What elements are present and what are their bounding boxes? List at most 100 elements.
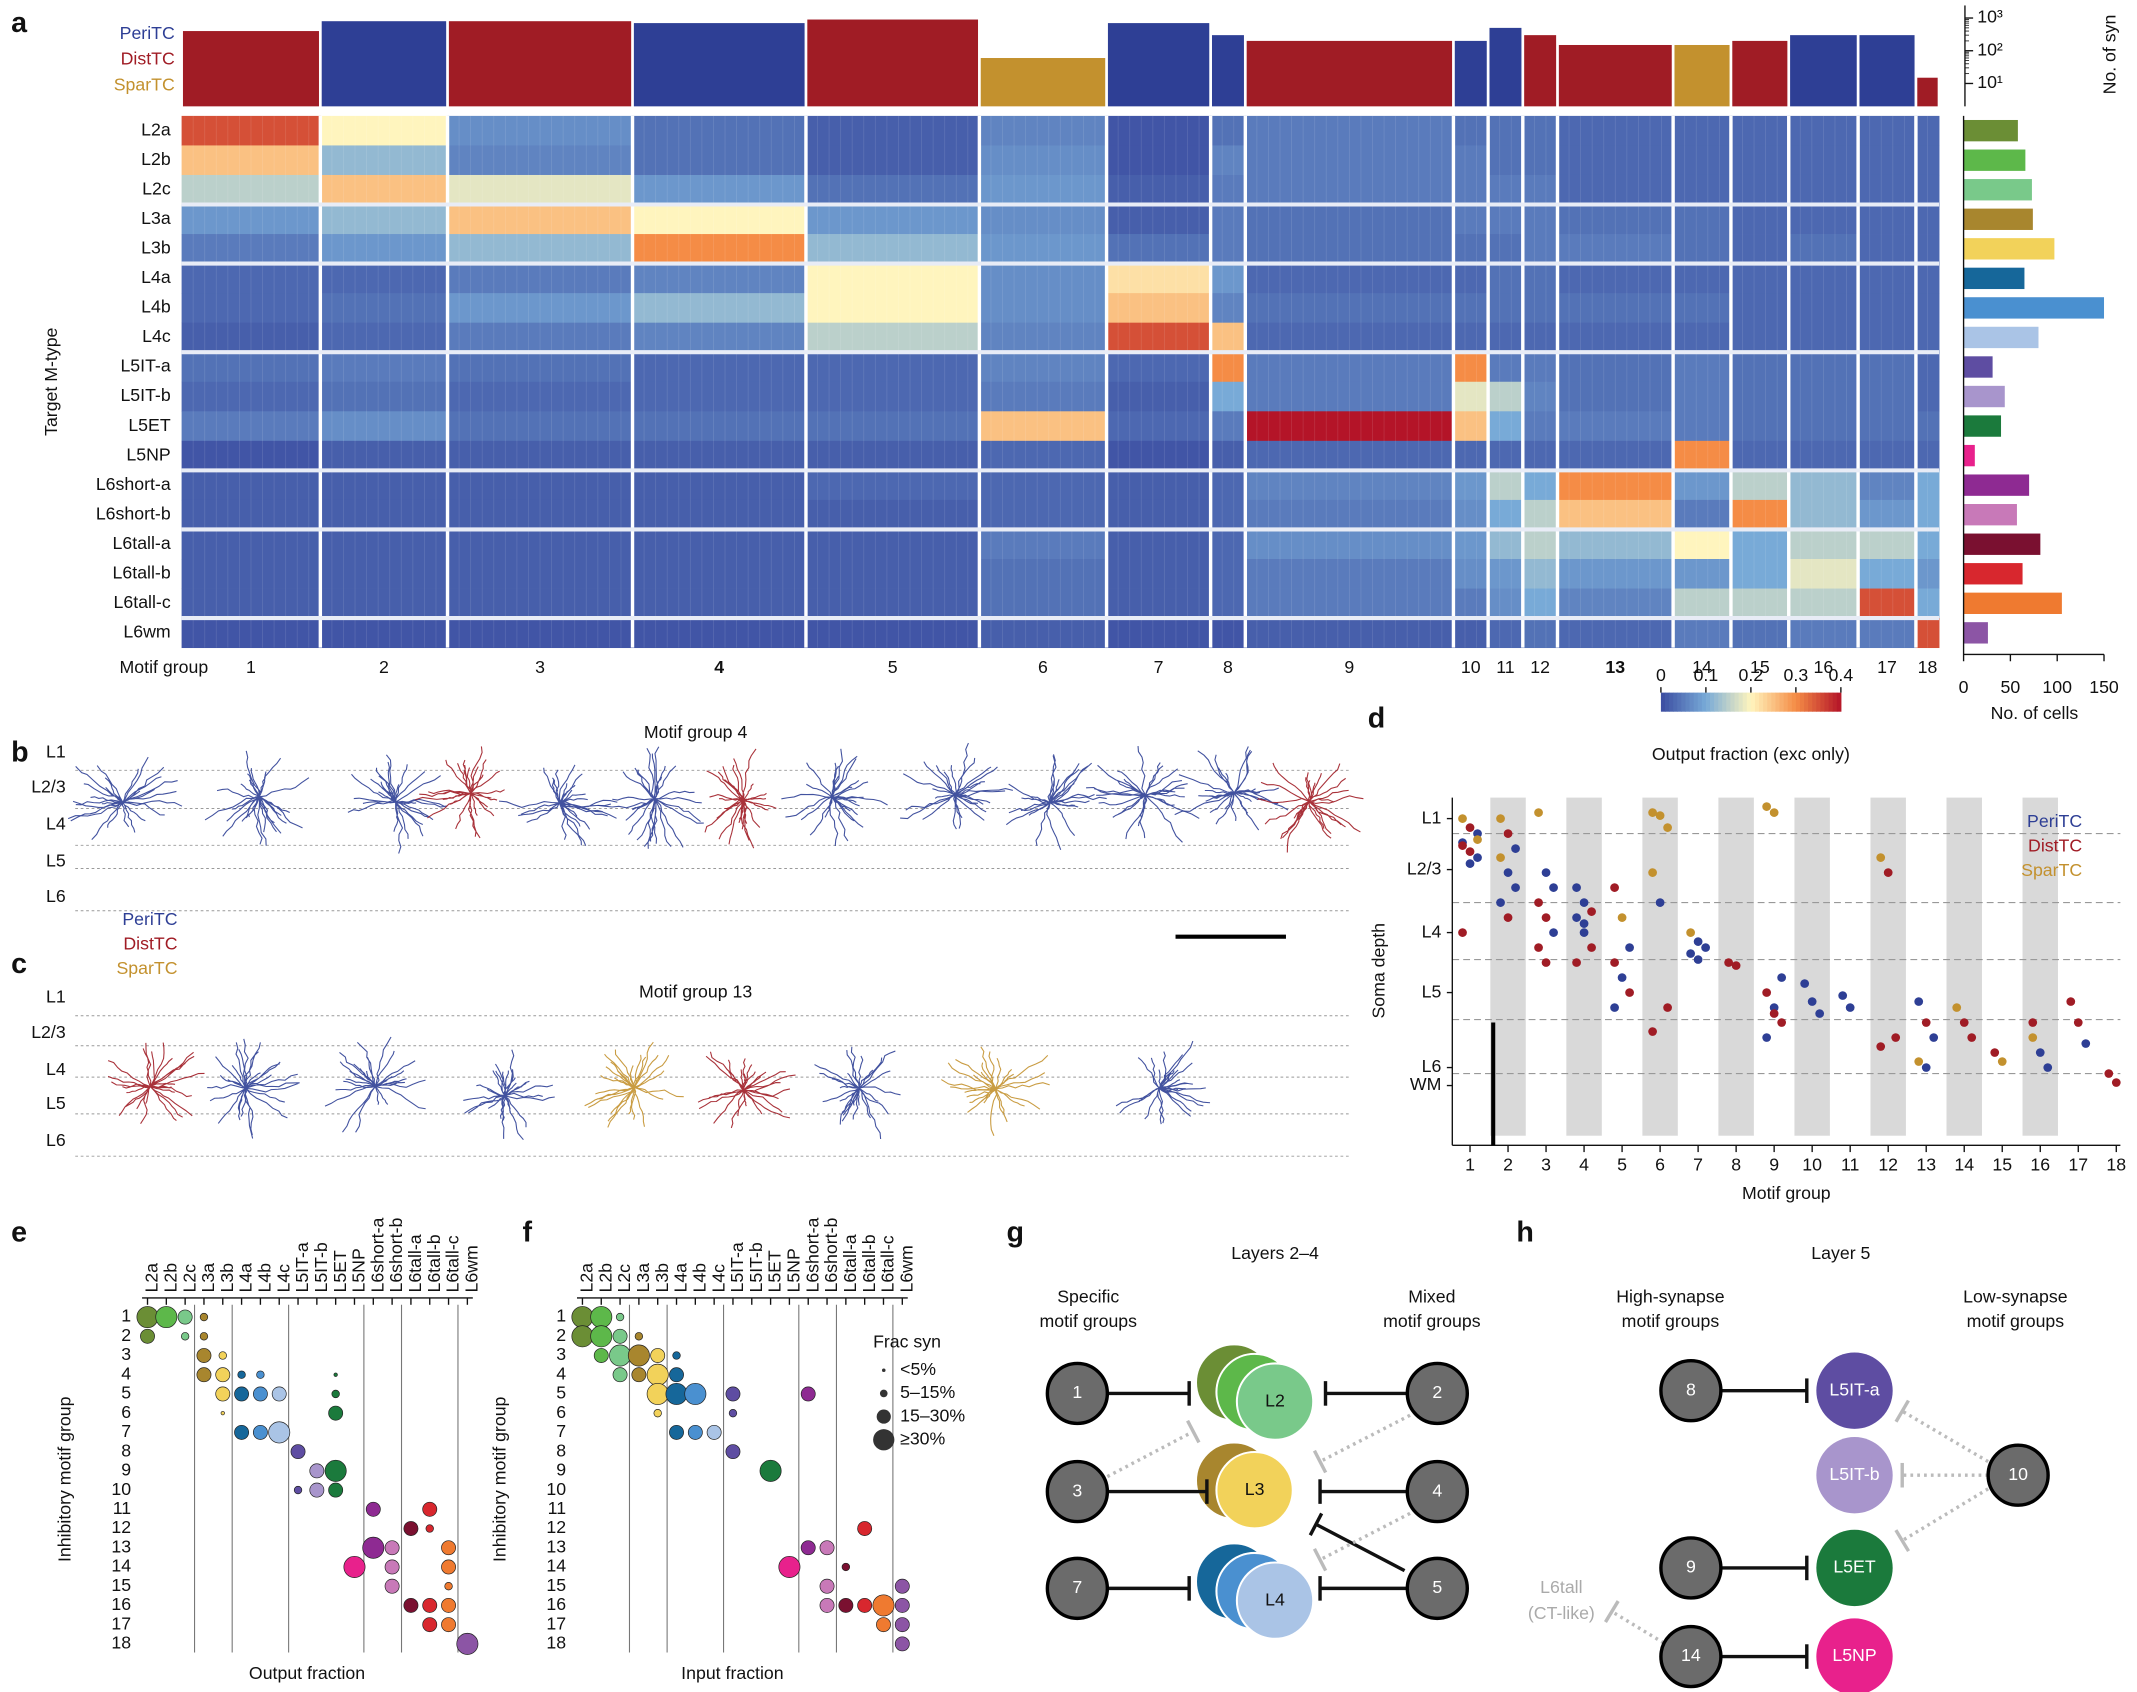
soma-point [1503,913,1513,922]
x-tick-label: 9 [1769,1154,1779,1174]
heatmap-cell [1453,440,1489,471]
row-label: L6tall-c [114,592,171,612]
soma-point [1762,1033,1772,1042]
syn-bar [1454,40,1487,107]
heatmap-cell [1453,234,1489,265]
heatmap-cell [632,234,807,265]
bubble [196,1348,212,1363]
colorbar-swatch [1832,692,1838,712]
syn-bar [1917,77,1938,107]
colorbar-swatch [1718,692,1723,712]
heatmap-cell [1488,115,1524,146]
neuron [463,1049,555,1141]
heatmap-cell [1730,145,1790,176]
colorbar-swatch [1697,692,1703,712]
group-band [1642,797,1678,1136]
colorbar-swatch [1677,692,1682,712]
column-label: L2b [160,1263,180,1293]
colorbar-swatch [1681,692,1686,712]
panel-label: h [1516,1216,1534,1248]
column-label: L4b [255,1263,275,1293]
heatmap-cell [1488,440,1524,471]
bubble [309,1463,325,1479]
heatmap-cell [1557,440,1674,471]
legend-entry: DistTC [123,934,177,954]
bubble [441,1617,456,1633]
x-axis-label: No. of cells [1991,703,2079,723]
heatmap-cell [1488,263,1524,294]
soma-point [1587,907,1596,916]
x-tick-label: 6 [1038,657,1048,677]
heatmap-cell [1788,204,1859,235]
heatmap-cell [805,322,980,353]
heatmap-cell [1788,440,1859,471]
x-axis-label: Output fraction [249,1663,365,1683]
row-label: L4c [142,326,171,346]
heatmap-cell [979,588,1107,619]
heatmap-cell [1673,618,1732,649]
heatmap-cell [1557,293,1674,324]
heatmap-cell [1557,204,1674,235]
soma-point [1777,1018,1787,1027]
heatmap-cell [805,263,980,294]
soma-point [1959,1018,1969,1027]
cell-count-bar [1963,326,2039,349]
colorbar-swatch [1722,692,1727,712]
syn-bar [1246,40,1453,107]
heatmap-cell [1858,352,1917,383]
column-label: L3b [217,1263,237,1293]
bubble [441,1597,456,1613]
edge-head [1186,1419,1201,1444]
row-label: L2b [141,149,171,169]
row-label: L5IT-a [120,356,170,376]
heatmap-cell [632,440,807,471]
heatmap-cell [1858,440,1917,471]
panel-label: e [11,1216,27,1248]
heatmap-cell [181,559,321,589]
syn-tick-label: 10² [1977,39,2003,59]
soma-point [1534,943,1543,952]
y-tick-label: 13 [546,1536,566,1556]
motif-node [1659,1358,1723,1423]
heatmap-cell [1788,322,1859,353]
column-label: L3b [652,1263,672,1293]
column-label: L2b [595,1263,615,1293]
target-node [1235,1561,1315,1640]
column-label: L6tall-a [840,1234,860,1292]
bubble [220,1411,225,1416]
heatmap-cell [1488,293,1524,324]
neuron [347,754,448,854]
neuron [584,1041,684,1128]
y-tick-label: 9 [556,1460,566,1480]
heatmap-cell [805,352,980,383]
bubble [324,1459,347,1482]
soma-point [1807,997,1817,1006]
syn-bar [1674,44,1730,107]
heatmap-cell [1488,322,1524,353]
heatmap-cell [1730,618,1790,649]
soma-point [1572,958,1581,967]
soma-point [1693,955,1703,964]
y-tick-label: 3 [556,1344,566,1364]
bubble [237,1370,246,1379]
heatmap-cell [1453,499,1489,530]
syn-bar [448,21,632,107]
heatmap-cell [181,352,321,383]
motif-node [1045,1556,1110,1621]
x-tick-label: 15 [1750,657,1770,677]
cell-count-bar [1963,592,2062,614]
colorbar-swatch [1738,692,1744,712]
colorbar-swatch [1783,692,1789,712]
heatmap-cell [1788,352,1859,383]
bubble [819,1578,835,1594]
colorbar-swatch [1664,692,1670,712]
group-band [1870,797,1906,1136]
heatmap-cell [1210,115,1246,146]
neuron [1115,1040,1211,1125]
bubble [653,1409,662,1418]
soma-point [1921,1018,1931,1027]
colorbar-swatch [1799,692,1805,712]
bubble [646,1363,669,1386]
colorbar-tick-label: 0.4 [1829,665,1854,685]
heatmap-cell [181,115,321,146]
